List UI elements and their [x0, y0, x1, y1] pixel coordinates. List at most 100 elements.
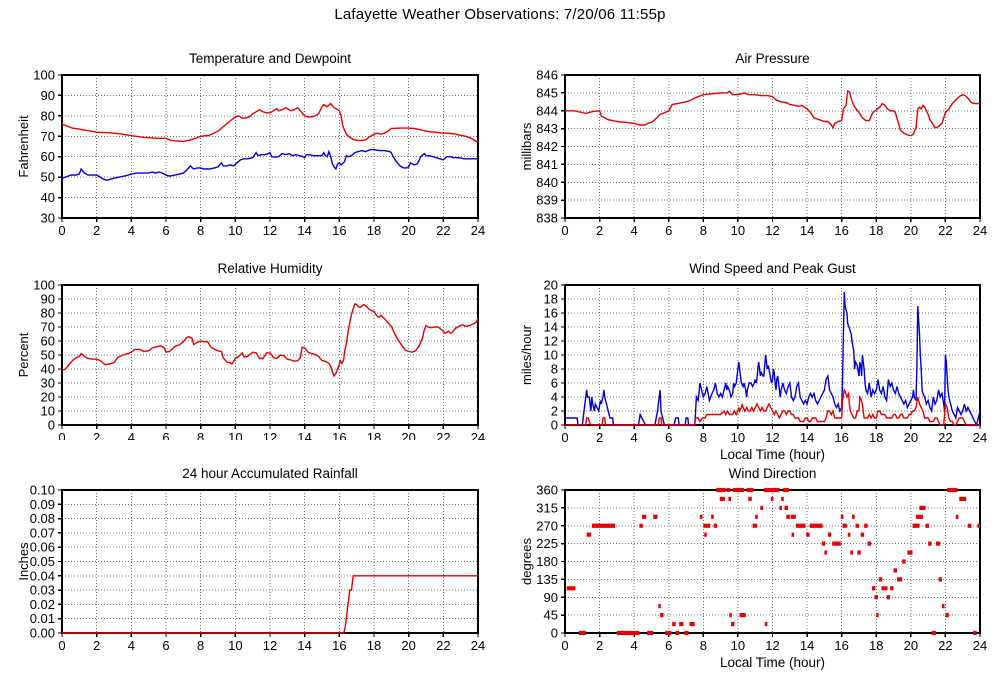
svg-text:14: 14 [544, 320, 558, 335]
chart-title: Wind Direction [729, 466, 817, 481]
svg-text:50: 50 [41, 170, 55, 185]
svg-text:18: 18 [367, 223, 381, 235]
svg-text:90: 90 [41, 292, 55, 307]
svg-text:18: 18 [869, 223, 883, 235]
svg-text:14: 14 [297, 223, 311, 235]
svg-text:2: 2 [596, 223, 603, 235]
svg-text:360: 360 [536, 483, 558, 498]
svg-text:12: 12 [263, 638, 277, 653]
svg-text:22: 22 [436, 638, 450, 653]
svg-text:4: 4 [128, 638, 135, 653]
svg-text:20: 20 [401, 223, 415, 235]
svg-text:0.05: 0.05 [30, 554, 55, 569]
svg-text:844: 844 [536, 103, 558, 118]
svg-text:4: 4 [551, 390, 558, 405]
svg-text:20: 20 [544, 278, 558, 293]
svg-text:6: 6 [665, 223, 672, 235]
svg-text:22: 22 [436, 223, 450, 235]
svg-text:0: 0 [551, 626, 558, 641]
svg-text:2: 2 [93, 430, 100, 440]
svg-text:16: 16 [332, 638, 346, 653]
svg-text:100: 100 [33, 278, 55, 293]
svg-text:24: 24 [471, 430, 485, 440]
svg-text:2: 2 [596, 638, 603, 653]
svg-text:0.08: 0.08 [30, 511, 55, 526]
svg-text:2: 2 [93, 638, 100, 653]
svg-text:6: 6 [162, 223, 169, 235]
svg-text:0.01: 0.01 [30, 611, 55, 626]
svg-text:22: 22 [938, 223, 952, 235]
chart-wind-direction: 0 2 4 6 8 10 12 14 16 18 20 22 240459013518022527031… [519, 466, 987, 670]
y-axis-label: Inches [16, 542, 31, 581]
svg-text:24: 24 [471, 638, 485, 653]
svg-text:12: 12 [765, 223, 779, 235]
svg-text:16: 16 [834, 430, 848, 445]
x-axis-label: Local Time (hour) [720, 655, 825, 670]
svg-text:0: 0 [58, 223, 65, 235]
svg-text:840: 840 [536, 175, 558, 190]
svg-text:4: 4 [128, 430, 135, 440]
svg-text:20: 20 [41, 390, 55, 405]
svg-text:842: 842 [536, 139, 558, 154]
svg-text:12: 12 [263, 430, 277, 440]
svg-text:60: 60 [41, 334, 55, 349]
svg-text:20: 20 [904, 638, 918, 653]
svg-text:315: 315 [536, 500, 558, 515]
svg-text:24: 24 [471, 223, 485, 235]
svg-text:846: 846 [536, 68, 558, 83]
svg-text:0.04: 0.04 [30, 568, 55, 583]
svg-text:16: 16 [834, 638, 848, 653]
svg-text:22: 22 [938, 638, 952, 653]
svg-text:100: 100 [33, 68, 55, 83]
svg-text:0: 0 [58, 430, 65, 440]
svg-text:40: 40 [41, 362, 55, 377]
svg-text:80: 80 [41, 306, 55, 321]
svg-text:14: 14 [297, 430, 311, 440]
svg-text:60: 60 [41, 149, 55, 164]
svg-text:6: 6 [162, 638, 169, 653]
svg-text:10: 10 [228, 430, 242, 440]
svg-text:18: 18 [367, 430, 381, 440]
svg-text:4: 4 [631, 430, 638, 445]
svg-text:22: 22 [436, 430, 450, 440]
svg-text:12: 12 [544, 334, 558, 349]
svg-text:6: 6 [551, 376, 558, 391]
chart-relative-humidity: 0 2 4 6 8 10 12 14 16 18 20 22 240102030405060708090… [16, 261, 485, 440]
svg-text:70: 70 [41, 129, 55, 144]
svg-text:18: 18 [544, 292, 558, 307]
svg-text:8: 8 [700, 638, 707, 653]
svg-text:843: 843 [536, 121, 558, 136]
series-peak-gust [565, 291, 981, 428]
svg-text:40: 40 [41, 190, 55, 205]
svg-text:0.00: 0.00 [30, 626, 55, 641]
svg-text:22: 22 [938, 430, 952, 445]
series-pressure [565, 90, 980, 137]
svg-text:6: 6 [162, 430, 169, 440]
svg-text:16: 16 [332, 223, 346, 235]
svg-text:838: 838 [536, 211, 558, 226]
series-humidity [61, 302, 479, 378]
svg-text:4: 4 [631, 223, 638, 235]
svg-text:14: 14 [297, 638, 311, 653]
svg-text:80: 80 [41, 108, 55, 123]
svg-text:0.06: 0.06 [30, 540, 55, 555]
svg-text:10: 10 [731, 638, 745, 653]
y-axis-label: degrees [519, 538, 534, 585]
svg-text:16: 16 [834, 223, 848, 235]
svg-text:0.03: 0.03 [30, 583, 55, 598]
svg-text:20: 20 [904, 430, 918, 445]
svg-text:270: 270 [536, 518, 558, 533]
svg-text:839: 839 [536, 193, 558, 208]
chart-title: Relative Humidity [217, 261, 322, 276]
svg-text:10: 10 [228, 638, 242, 653]
svg-text:16: 16 [544, 306, 558, 321]
svg-text:90: 90 [544, 590, 558, 605]
svg-text:18: 18 [367, 638, 381, 653]
svg-text:50: 50 [41, 348, 55, 363]
y-axis-label: Percent [16, 332, 31, 377]
y-axis-label: millibars [519, 122, 534, 170]
svg-text:0: 0 [561, 430, 568, 445]
svg-text:70: 70 [41, 320, 55, 335]
svg-text:0.09: 0.09 [30, 497, 55, 512]
